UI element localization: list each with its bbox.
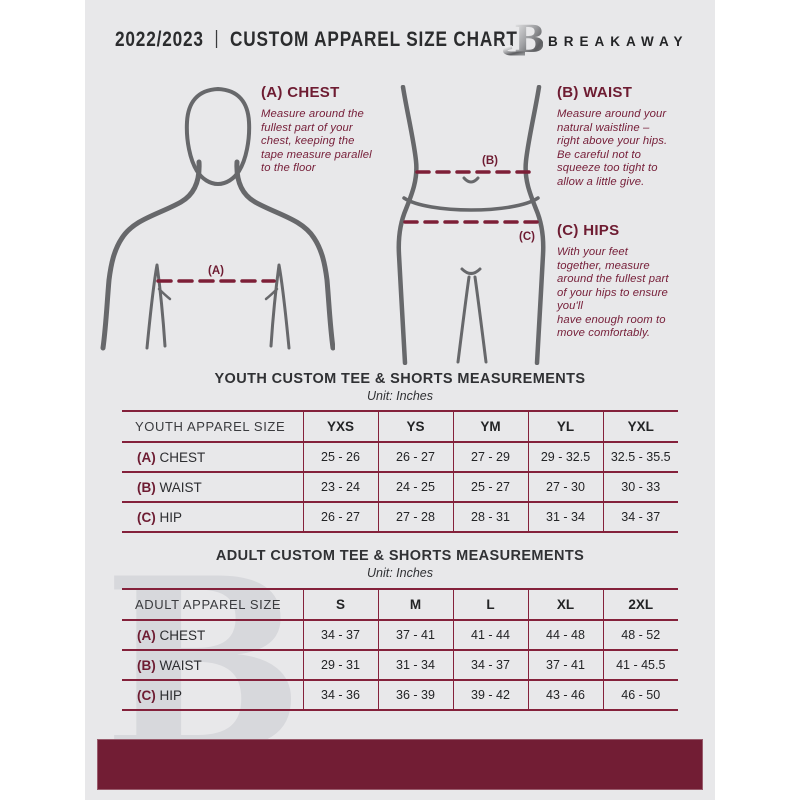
cell: 25 - 27 (452, 471, 528, 502)
adult-size-2xl: 2XL (602, 588, 678, 620)
chest-guide: (A) CHEST Measure around the fullest par… (261, 84, 411, 176)
cell: 48 - 52 (602, 619, 678, 650)
youth-table-header-row: YOUTH APPAREL SIZE YXS YS YM YL YXL (122, 410, 678, 442)
brand-wordmark: BREAKAWAY (548, 34, 689, 49)
row-prefix: (B) (137, 479, 156, 495)
cell: 26 - 27 (377, 441, 453, 472)
cell: 28 - 31 (452, 501, 528, 533)
hips-guide: (C) HIPS With your feet together, measur… (557, 222, 707, 341)
youth-unit-label: Unit: Inches (366, 389, 433, 403)
cell: 30 - 33 (602, 471, 678, 502)
cell: 27 - 30 (527, 471, 603, 502)
table-row: (A) CHEST 25 - 26 26 - 27 27 - 29 29 - 3… (122, 441, 678, 472)
cell: 29 - 31 (302, 649, 378, 680)
cell: 37 - 41 (377, 619, 453, 650)
adult-size-column-header: ADULT APPAREL SIZE (122, 588, 303, 620)
cell: 36 - 39 (377, 679, 453, 711)
footer-bar (97, 739, 703, 790)
cell: 39 - 42 (452, 679, 528, 711)
row-label-text: WAIST (159, 657, 202, 673)
cell: 34 - 37 (602, 501, 678, 533)
cell: 41 - 44 (452, 619, 528, 650)
youth-size-yxs: YXS (302, 410, 378, 442)
cell: 31 - 34 (527, 501, 603, 533)
hips-description: With your feet together, measure around … (557, 246, 669, 339)
adult-unit-label: Unit: Inches (366, 566, 433, 580)
youth-size-yxl: YXL (602, 410, 678, 442)
cell: 27 - 28 (377, 501, 453, 533)
youth-size-ym: YM (452, 410, 528, 442)
waist-description: Measure around your natural waistline – … (557, 108, 668, 188)
table-row: (C) HIP 34 - 36 36 - 39 39 - 42 43 - 46 … (122, 679, 678, 711)
waist-marker-label: (B) (482, 155, 498, 167)
cell: 24 - 25 (377, 471, 453, 502)
cell: 27 - 29 (452, 441, 528, 472)
chest-marker-label: (A) (208, 265, 224, 277)
cell: 46 - 50 (602, 679, 678, 711)
page-title: CUSTOM APPAREL SIZE CHART (229, 28, 518, 51)
cell: 37 - 41 (527, 649, 603, 680)
header-divider: | (214, 28, 220, 49)
table-row: (C) HIP 26 - 27 27 - 28 28 - 31 31 - 34 … (122, 501, 678, 533)
adult-hip-row-label: (C) HIP (122, 679, 303, 711)
adult-size-xl: XL (527, 588, 603, 620)
cell: 29 - 32.5 (527, 441, 603, 472)
chest-heading: (A) CHEST (261, 84, 340, 101)
row-label-text: HIP (159, 509, 183, 525)
adult-size-m: M (377, 588, 453, 620)
youth-waist-row-label: (B) WAIST (122, 471, 303, 502)
table-row: (B) WAIST 29 - 31 31 - 34 34 - 37 37 - 4… (122, 649, 678, 680)
row-prefix: (A) (137, 449, 156, 465)
hips-heading: (C) HIPS (557, 222, 620, 239)
row-label-text: CHEST (159, 449, 206, 465)
youth-chest-row-label: (A) CHEST (122, 441, 303, 472)
cell: 32.5 - 35.5 (602, 441, 678, 472)
breakaway-b-monogram-icon: B (503, 17, 543, 61)
row-label-text: HIP (159, 687, 183, 703)
youth-size-yl: YL (527, 410, 603, 442)
cell: 34 - 36 (302, 679, 378, 711)
cell: 44 - 48 (527, 619, 603, 650)
table-row: (A) CHEST 34 - 37 37 - 41 41 - 44 44 - 4… (122, 619, 678, 650)
adult-size-l: L (452, 588, 528, 620)
adult-size-table: ADULT APPAREL SIZE S M L XL 2XL (A) CHES… (122, 588, 678, 711)
chest-description: Measure around the fullest part of your … (261, 108, 372, 174)
size-chart-page: B 2022/2023 | CUSTOM APPAREL SIZE CHART … (85, 0, 715, 800)
adult-waist-row-label: (B) WAIST (122, 649, 303, 680)
youth-section-title: YOUTH CUSTOM TEE & SHORTS MEASUREMENTS (214, 371, 586, 387)
cell: 41 - 45.5 (602, 649, 678, 680)
youth-size-ys: YS (377, 410, 453, 442)
season-label: 2022/2023 (115, 28, 204, 51)
waist-hip-measurement-figure: (B) (C) (396, 85, 546, 365)
waist-heading: (B) WAIST (557, 84, 633, 101)
cell: 43 - 46 (527, 679, 603, 711)
row-prefix: (A) (137, 627, 156, 643)
cell: 34 - 37 (452, 649, 528, 680)
waist-guide: (B) WAIST Measure around your natural wa… (557, 84, 707, 189)
row-label-text: WAIST (159, 479, 202, 495)
adult-table-header-row: ADULT APPAREL SIZE S M L XL 2XL (122, 588, 678, 620)
row-prefix: (C) (137, 687, 156, 703)
cell: 34 - 37 (302, 619, 378, 650)
cell: 25 - 26 (302, 441, 378, 472)
youth-size-column-header: YOUTH APPAREL SIZE (122, 410, 303, 442)
adult-size-s: S (302, 588, 378, 620)
row-label-text: CHEST (159, 627, 206, 643)
cell: 23 - 24 (302, 471, 378, 502)
row-prefix: (B) (137, 657, 156, 673)
cell: 26 - 27 (302, 501, 378, 533)
youth-size-table: YOUTH APPAREL SIZE YXS YS YM YL YXL (A) … (122, 410, 678, 533)
adult-section-title: ADULT CUSTOM TEE & SHORTS MEASUREMENTS (215, 548, 585, 564)
adult-chest-row-label: (A) CHEST (122, 619, 303, 650)
page-header: 2022/2023 | CUSTOM APPAREL SIZE CHART (115, 28, 518, 52)
cell: 31 - 34 (377, 649, 453, 680)
hip-marker-label: (C) (519, 231, 535, 243)
table-row: (B) WAIST 23 - 24 24 - 25 25 - 27 27 - 3… (122, 471, 678, 502)
youth-hip-row-label: (C) HIP (122, 501, 303, 533)
row-prefix: (C) (137, 509, 156, 525)
